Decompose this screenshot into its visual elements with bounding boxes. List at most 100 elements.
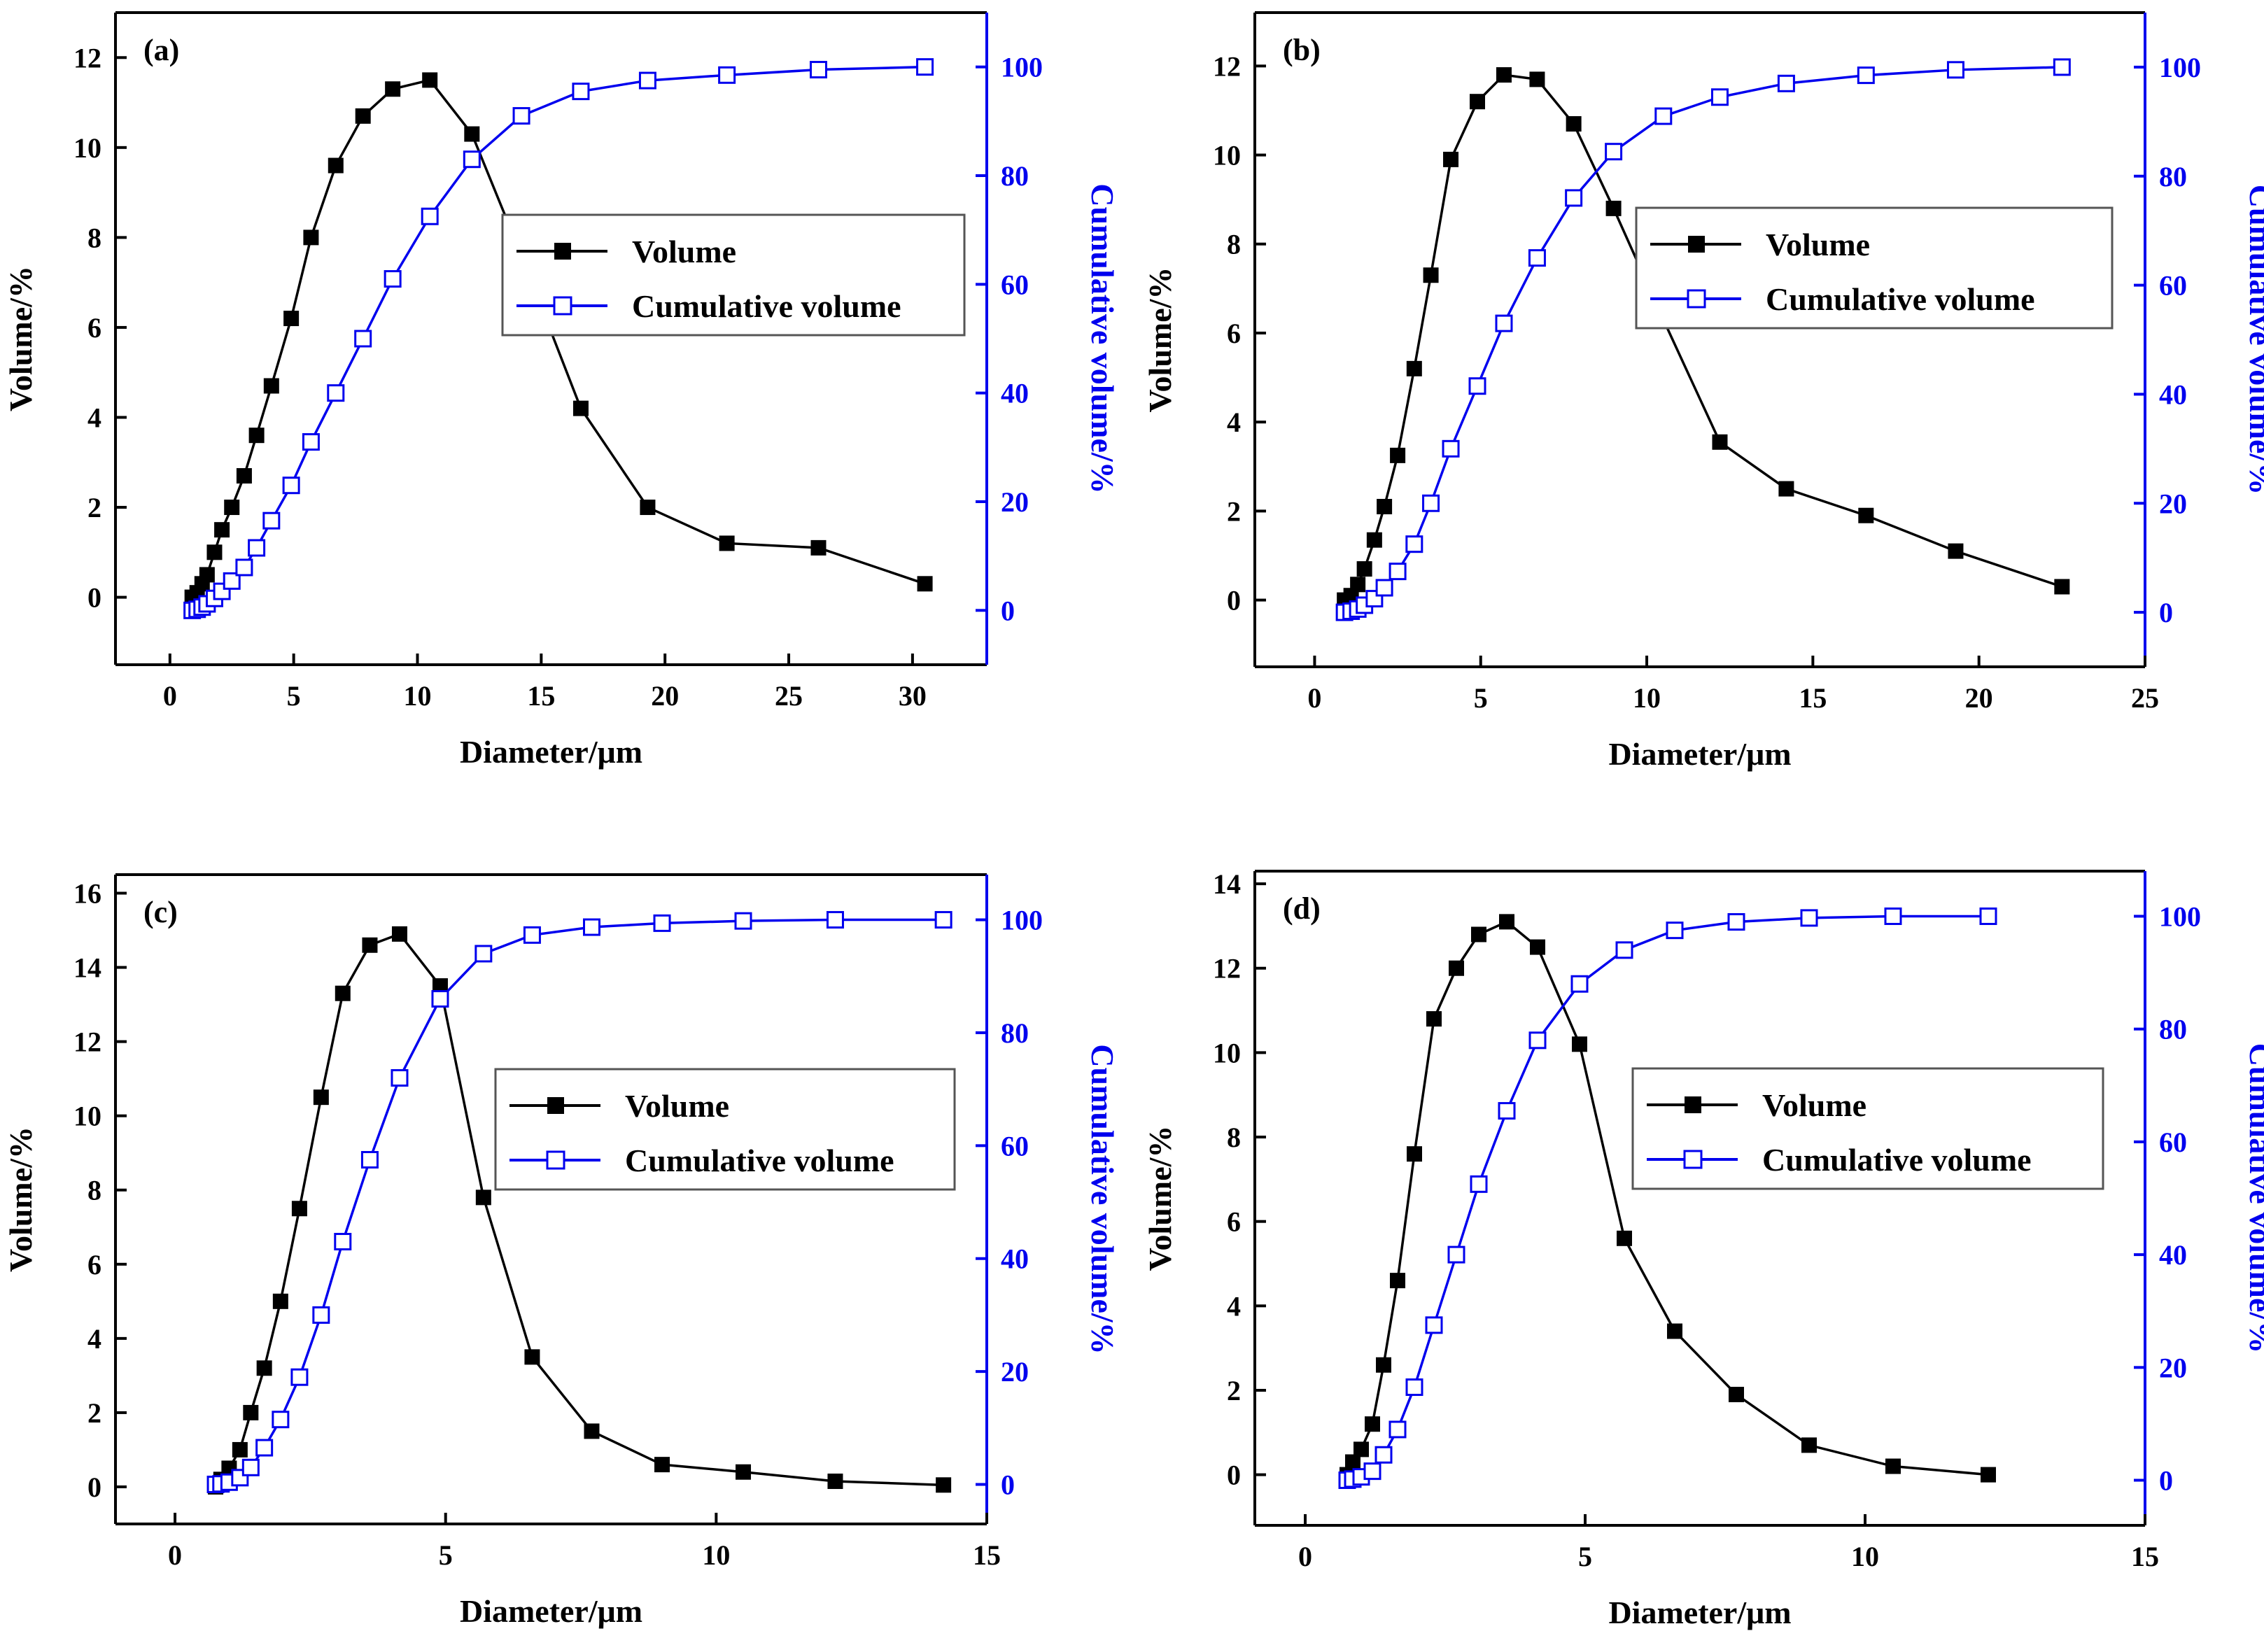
y-tick-label: 14 bbox=[73, 952, 101, 984]
chart-panel-3: 0 5 10 15 0 2 4 6 8 10 12 14 16 0 20 40 60 80 100 Diameter/… bbox=[3, 873, 1120, 1629]
volume-point bbox=[1377, 499, 1393, 515]
volume-point bbox=[385, 81, 401, 97]
volume-point bbox=[1449, 960, 1464, 976]
y-tick-label: 6 bbox=[1227, 318, 1241, 349]
cumulative-point bbox=[1470, 1175, 1488, 1193]
x-tick-label: 0 bbox=[1307, 682, 1321, 714]
volume-point bbox=[584, 1423, 600, 1439]
volume-point bbox=[1496, 67, 1512, 83]
volume-point bbox=[1667, 1323, 1682, 1339]
cumulative-point bbox=[1405, 1378, 1423, 1397]
cumulative-point bbox=[431, 990, 449, 1008]
volume-point bbox=[283, 311, 300, 327]
y2-tick-label: 100 bbox=[2159, 52, 2201, 83]
cumulative-point bbox=[1570, 975, 1589, 993]
y-tick-label: 0 bbox=[87, 582, 101, 614]
x-tick-label: 0 bbox=[163, 680, 177, 712]
cumulative-point bbox=[1375, 579, 1393, 597]
volume-point bbox=[1426, 1011, 1442, 1027]
volume-point bbox=[524, 1349, 540, 1365]
volume-point bbox=[1778, 481, 1794, 497]
y2-tick-label: 60 bbox=[2159, 1127, 2187, 1158]
volume-point bbox=[1712, 434, 1728, 450]
y2-axis-title: Cumulative volume/% bbox=[2243, 185, 2264, 495]
cumulative-point bbox=[1654, 107, 1673, 125]
cumulative-point bbox=[1468, 377, 1486, 395]
cumulative-point bbox=[1857, 66, 1875, 85]
x-tick-label: 0 bbox=[1298, 1541, 1312, 1572]
y-tick-label: 2 bbox=[1227, 1375, 1241, 1406]
x-tick-label: 15 bbox=[973, 1539, 1001, 1571]
y2-tick-label: 20 bbox=[1001, 1356, 1029, 1388]
x-tick-label: 10 bbox=[1633, 682, 1661, 714]
y2-tick-label: 20 bbox=[2159, 488, 2187, 519]
y2-tick-label: 40 bbox=[1001, 1243, 1029, 1275]
y-tick-label: 4 bbox=[1227, 407, 1241, 438]
x-axis-title: Diameter/μm bbox=[1608, 736, 1791, 772]
cumulative-point bbox=[916, 58, 934, 76]
volume-point bbox=[1529, 71, 1545, 87]
legend-label: Cumulative volume bbox=[625, 1143, 894, 1178]
legend-marker-volume bbox=[547, 1097, 564, 1114]
volume-point bbox=[1801, 1437, 1817, 1453]
x-axis-title: Diameter/μm bbox=[460, 1593, 642, 1629]
y2-tick-label: 0 bbox=[2159, 597, 2173, 628]
y-tick-label: 12 bbox=[1213, 953, 1241, 984]
cumulative-point bbox=[282, 476, 300, 495]
volume-point bbox=[827, 1474, 843, 1490]
series-line-cumulative bbox=[1344, 66, 2062, 614]
y2-axis-title: Cumulative volume/% bbox=[1085, 183, 1120, 493]
panel-label: (d) bbox=[1283, 891, 1321, 926]
y-tick-label: 14 bbox=[1213, 868, 1241, 900]
volume-point bbox=[1390, 447, 1406, 463]
volume-point bbox=[1443, 151, 1459, 167]
volume-point bbox=[224, 500, 240, 516]
cumulative-point bbox=[1565, 189, 1583, 207]
cumulative-point bbox=[241, 1458, 260, 1476]
y2-tick-label: 20 bbox=[2159, 1352, 2187, 1383]
x-tick-label: 25 bbox=[2131, 682, 2159, 714]
x-axis-title: Diameter/μm bbox=[460, 734, 642, 770]
y-tick-label: 2 bbox=[87, 1397, 101, 1429]
legend-label: Volume bbox=[1762, 1087, 1866, 1123]
y2-tick-label: 100 bbox=[2159, 901, 2201, 932]
panel-label: (b) bbox=[1283, 33, 1321, 67]
cumulative-point bbox=[255, 1439, 274, 1457]
legend-label: Cumulative volume bbox=[632, 288, 901, 324]
y2-tick-label: 40 bbox=[2159, 1239, 2187, 1271]
cumulative-point bbox=[1388, 1420, 1407, 1439]
series-line-volume bbox=[191, 78, 926, 598]
cumulative-point bbox=[327, 384, 345, 402]
cumulative-point bbox=[1946, 61, 1964, 79]
x-tick-label: 15 bbox=[2131, 1541, 2159, 1572]
y-axis-title: Volume/% bbox=[1142, 267, 1178, 413]
volume-point bbox=[1345, 1454, 1360, 1470]
cumulative-point bbox=[523, 926, 541, 944]
y-tick-label: 16 bbox=[73, 878, 101, 910]
volume-point bbox=[464, 126, 480, 142]
volume-point bbox=[654, 1457, 670, 1473]
legend-marker-volume bbox=[554, 243, 571, 260]
cumulative-point bbox=[1615, 941, 1633, 959]
legend-marker-cumulative bbox=[1683, 1150, 1703, 1169]
x-axis-title: Diameter/μm bbox=[1608, 1595, 1791, 1630]
x-tick-label: 5 bbox=[1578, 1541, 1592, 1572]
y-tick-label: 6 bbox=[87, 1249, 101, 1280]
legend-marker-volume bbox=[1688, 236, 1705, 253]
legend-box bbox=[494, 1068, 956, 1191]
legend-marker-cumulative bbox=[546, 1150, 565, 1170]
volume-point bbox=[335, 985, 351, 1001]
cumulative-point bbox=[262, 511, 281, 530]
y-tick-label: 10 bbox=[1213, 140, 1241, 171]
legend: Volume Cumulative volume bbox=[1635, 206, 2114, 330]
x-tick-label: 15 bbox=[1799, 682, 1827, 714]
volume-point bbox=[263, 378, 279, 394]
cumulative-point bbox=[384, 270, 402, 288]
volume-point bbox=[291, 1201, 307, 1217]
y-tick-label: 0 bbox=[1227, 1460, 1241, 1491]
volume-point bbox=[719, 535, 735, 551]
volume-point bbox=[303, 230, 319, 246]
y2-tick-label: 80 bbox=[1001, 1017, 1029, 1049]
y-tick-label: 10 bbox=[73, 1101, 101, 1132]
cumulative-point bbox=[718, 66, 736, 84]
